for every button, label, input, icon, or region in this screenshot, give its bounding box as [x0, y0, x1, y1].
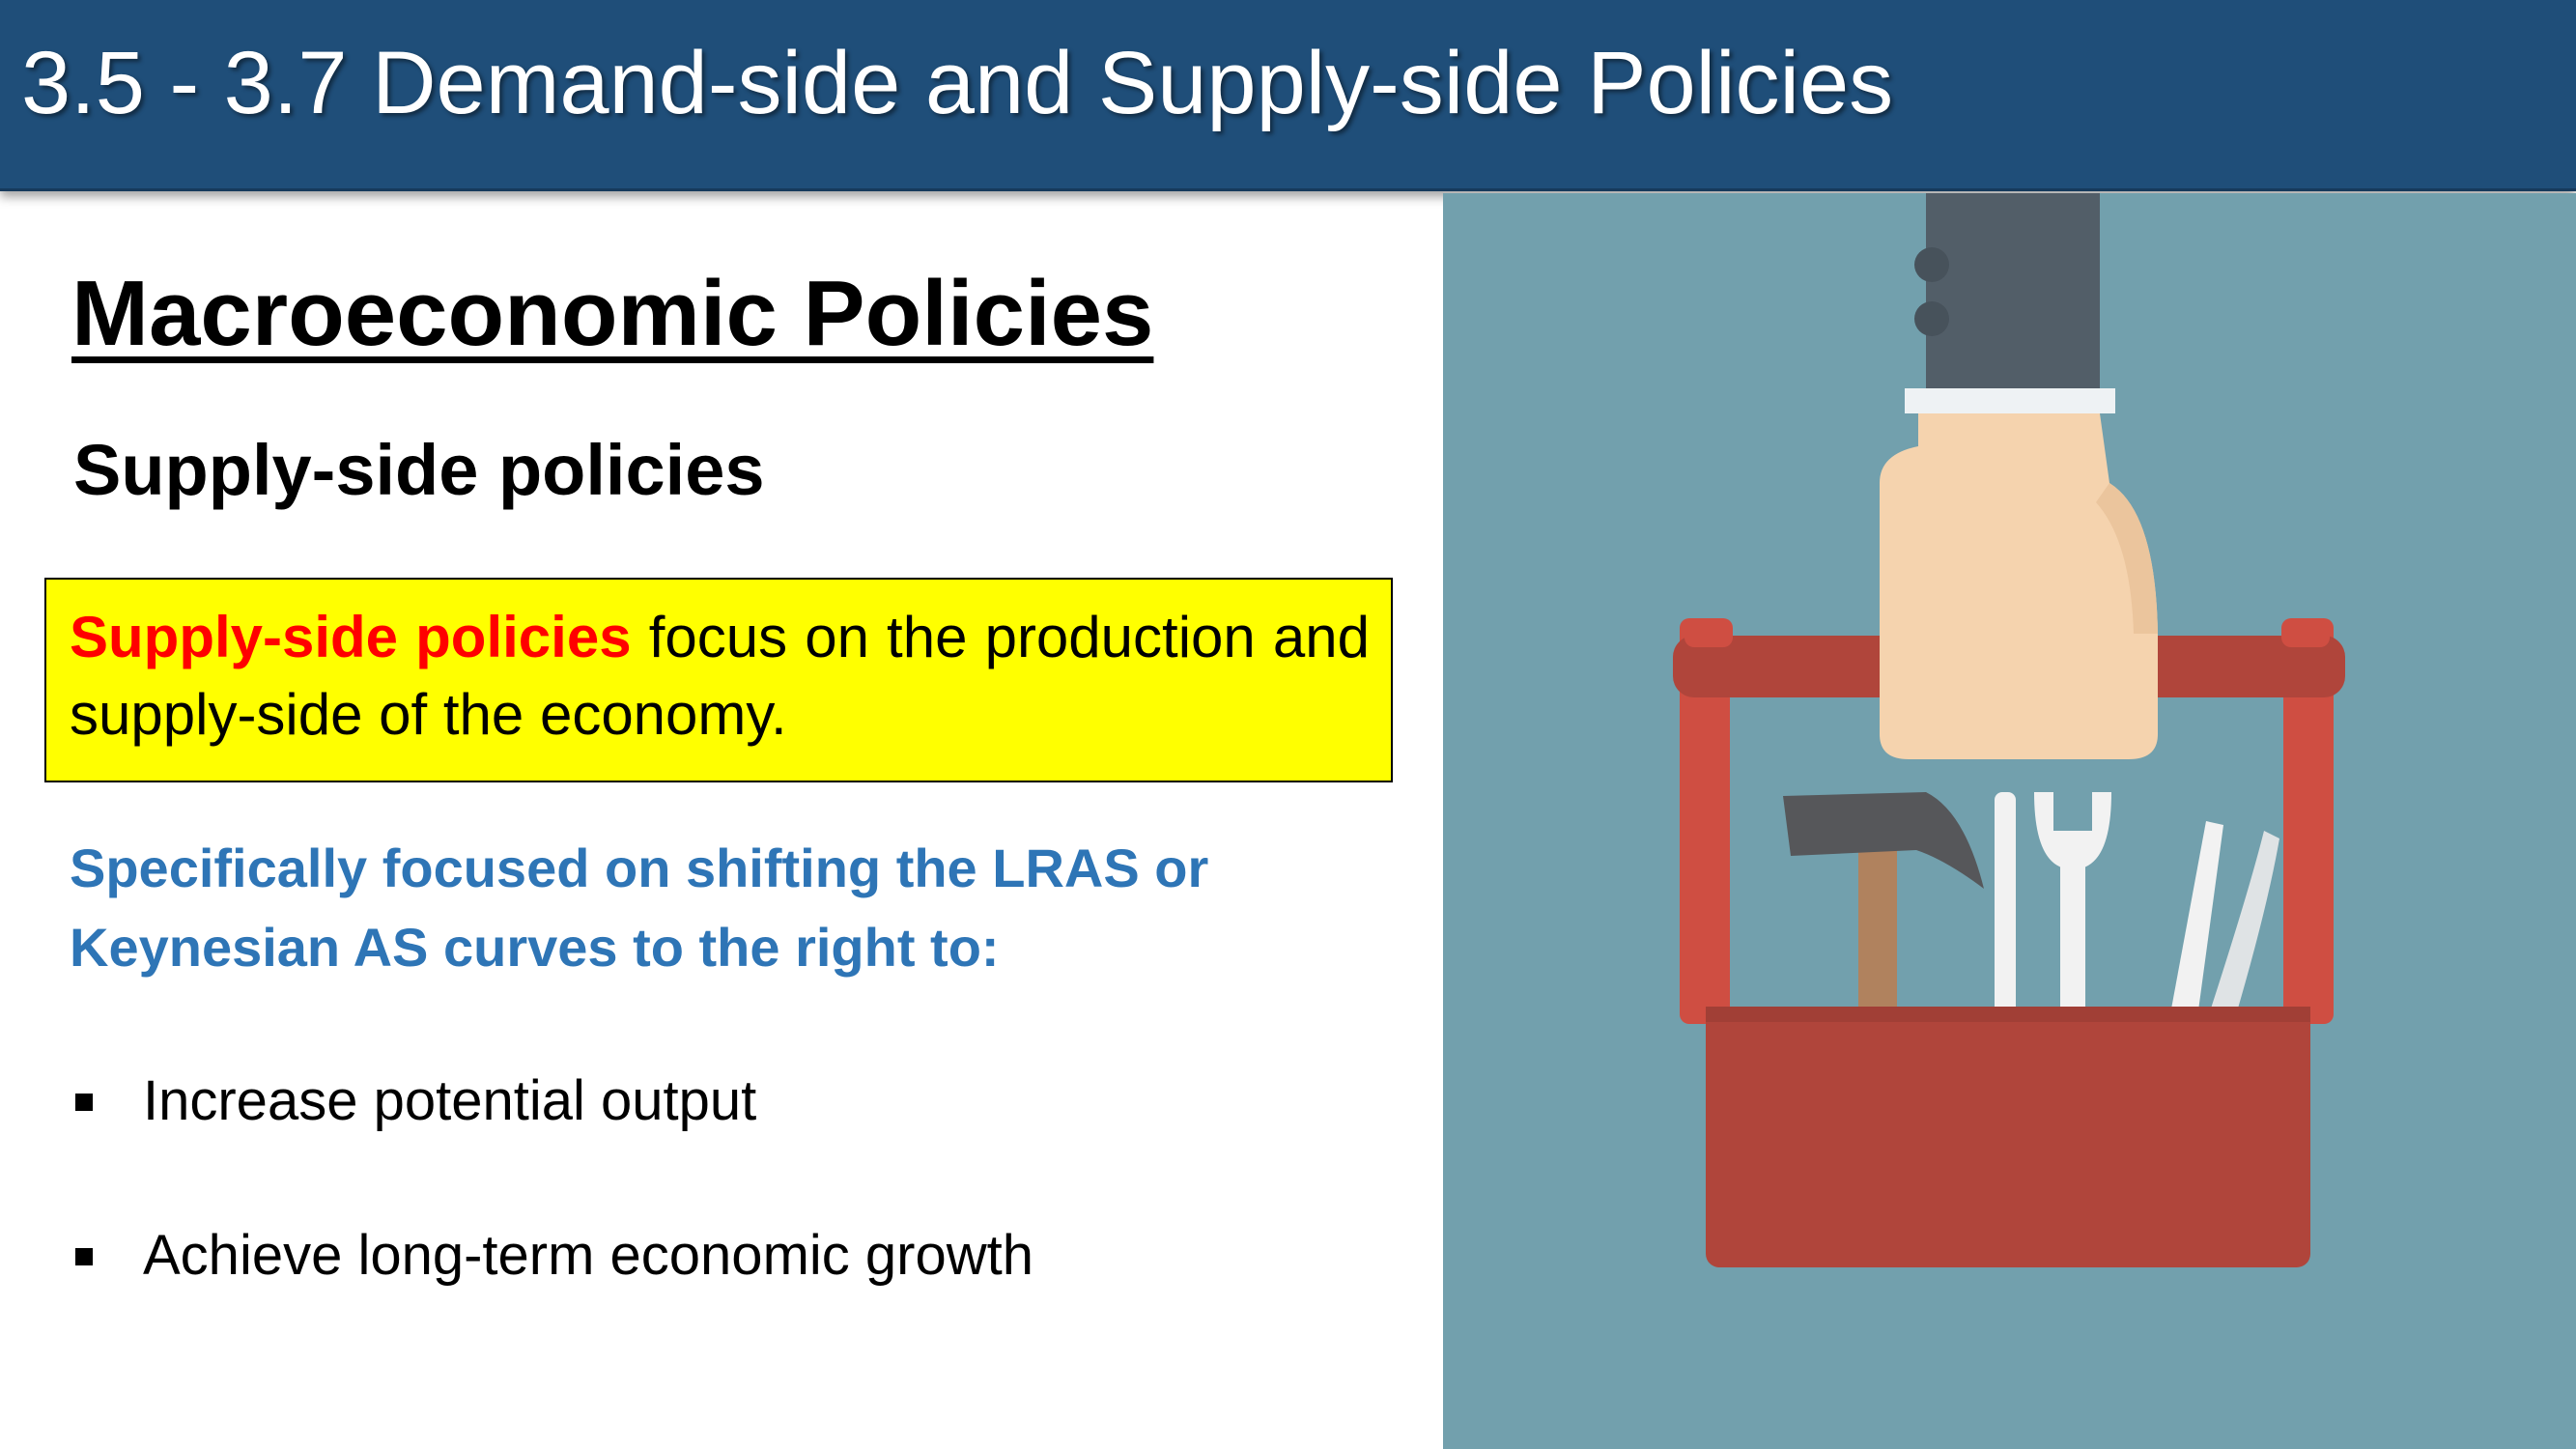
- bullet-text: Increase potential output: [143, 1069, 757, 1132]
- hand: [1880, 413, 2158, 759]
- bullet-list: Increase potential output Achieve long-t…: [70, 1053, 1325, 1362]
- subtitle: Supply-side policies: [73, 430, 765, 510]
- square-bullet-icon: [75, 1094, 93, 1111]
- slide-title: 3.5 - 3.7 Demand-side and Supply-side Po…: [21, 34, 1894, 132]
- section-title: Macroeconomic Policies: [71, 262, 1154, 365]
- bullet-text: Achieve long-term economic growth: [143, 1224, 1033, 1287]
- list-item: Achieve long-term economic growth: [70, 1208, 1325, 1304]
- toolbox-illustration: [1443, 193, 2576, 1449]
- list-item: Increase potential output: [70, 1053, 1325, 1150]
- square-bullet-icon: [75, 1248, 93, 1265]
- definition-text: focus on the production and supply-side …: [70, 605, 1370, 747]
- slide-header: 3.5 - 3.7 Demand-side and Supply-side Po…: [0, 0, 2576, 191]
- definition-box: Supply-side policies focus on the produc…: [44, 578, 1393, 782]
- focus-statement: Specifically focused on shifting the LRA…: [70, 838, 1209, 978]
- definition-term: Supply-side policies: [70, 605, 632, 669]
- hand-holding-toolbox-icon: [1673, 193, 2345, 1267]
- sleeve: [1905, 193, 2115, 413]
